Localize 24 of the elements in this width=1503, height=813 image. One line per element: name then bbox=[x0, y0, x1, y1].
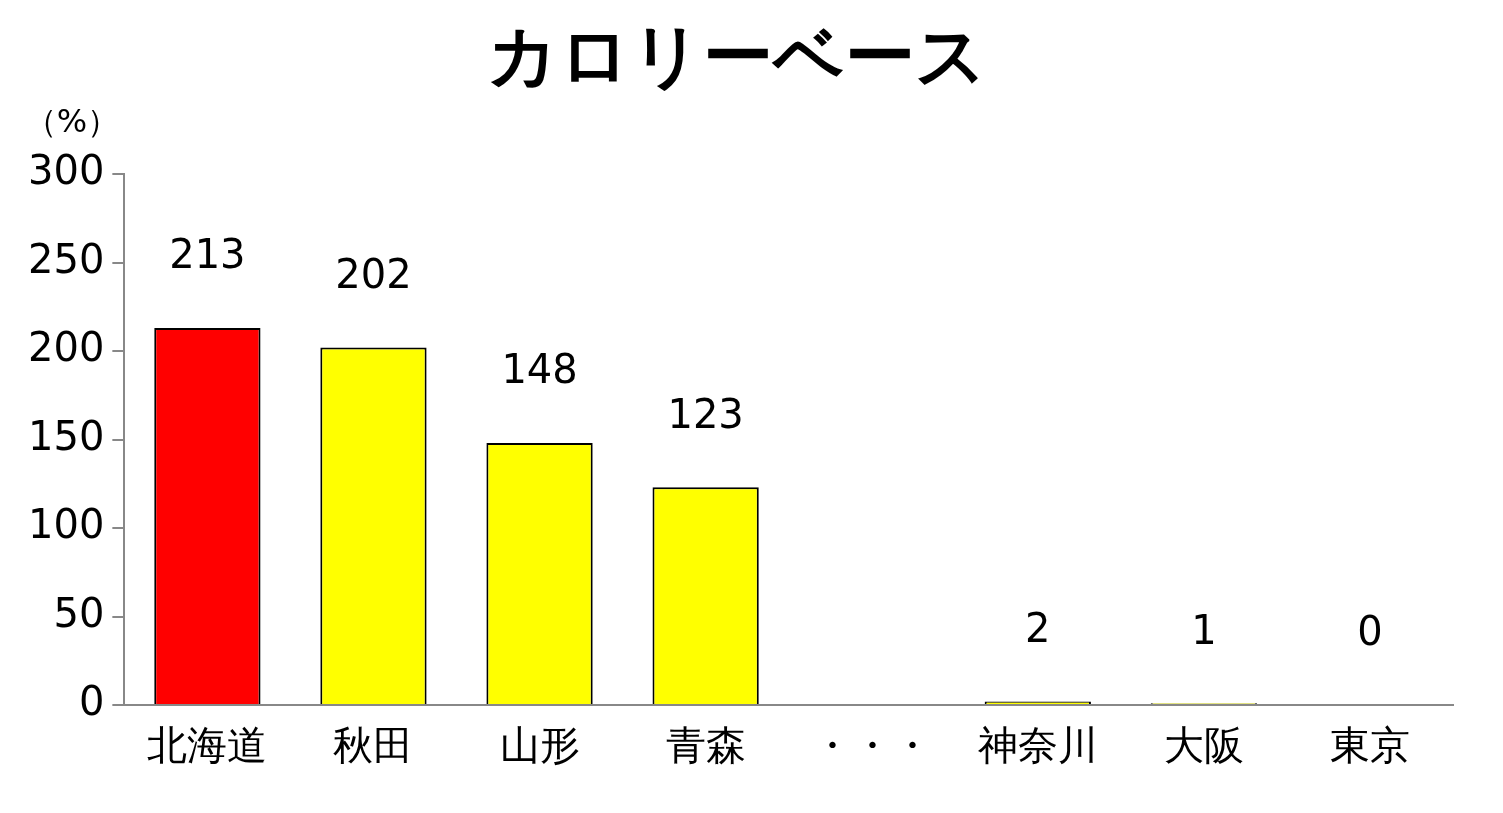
y-tick-label: 150 bbox=[27, 412, 105, 459]
y-tick-label: 200 bbox=[27, 324, 105, 371]
data-label: 123 bbox=[667, 390, 744, 437]
x-tick-label: 青森 bbox=[665, 722, 746, 769]
y-tick-label: 300 bbox=[27, 147, 105, 194]
y-tick-label: 50 bbox=[53, 589, 105, 636]
data-label: 1 bbox=[1191, 606, 1217, 653]
x-tick-label: 神奈川 bbox=[977, 722, 1098, 769]
data-label: 2 bbox=[1025, 604, 1051, 651]
x-tick-label: 東京 bbox=[1329, 722, 1410, 769]
x-tick-label: 北海道 bbox=[147, 722, 268, 769]
data-label: 0 bbox=[1357, 608, 1383, 655]
data-label: 202 bbox=[335, 250, 412, 297]
x-tick-label: ・・・ bbox=[811, 722, 932, 769]
data-label: 148 bbox=[501, 346, 578, 393]
data-label: 213 bbox=[169, 231, 246, 278]
chart-title: カロリーベース bbox=[486, 15, 987, 98]
y-axis-title: （%） bbox=[24, 102, 120, 141]
x-tick-label: 秋田 bbox=[333, 722, 414, 769]
x-tick-label: 山形 bbox=[499, 722, 580, 769]
x-tick-label: 大阪 bbox=[1163, 722, 1244, 769]
y-tick-label: 0 bbox=[78, 678, 105, 725]
y-tick-label: 100 bbox=[27, 501, 105, 548]
y-tick-label: 250 bbox=[27, 235, 105, 282]
